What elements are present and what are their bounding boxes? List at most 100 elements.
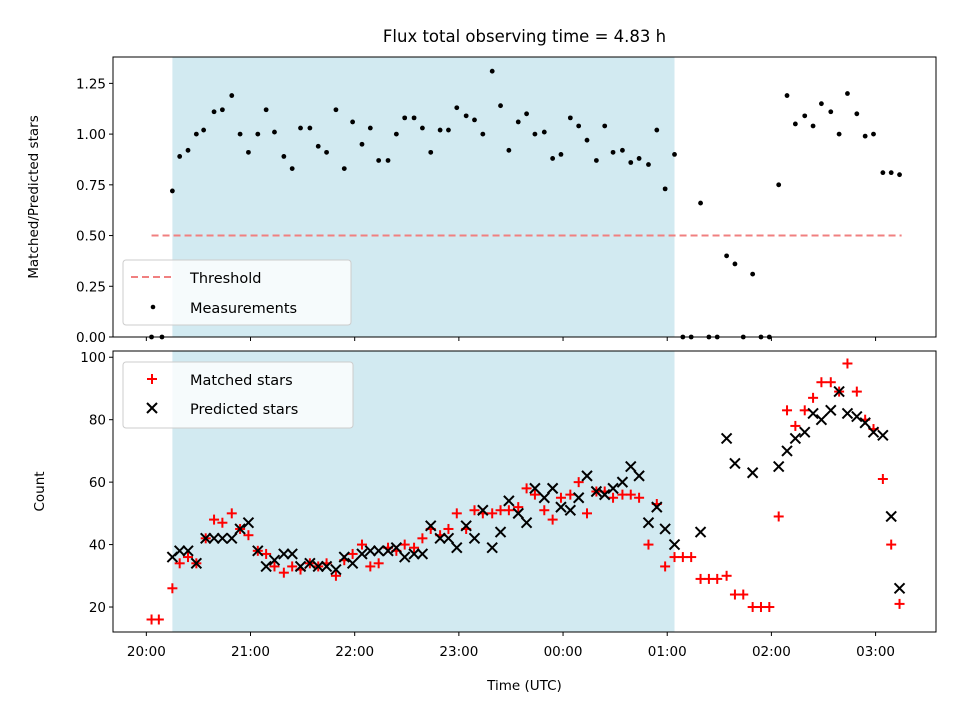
measurement-points: [149, 68, 902, 340]
cross-b: [286, 548, 298, 560]
measurement-point: [420, 125, 425, 131]
cross-b: [260, 560, 272, 573]
matched-star-point: [686, 552, 697, 563]
cross-b: [234, 523, 246, 535]
measurement-point: [177, 154, 183, 159]
measurement-point: [593, 158, 599, 163]
matched-star-point: [825, 377, 836, 388]
cross-b: [859, 417, 871, 429]
matched-star-point: [243, 530, 254, 541]
cross-b: [242, 517, 255, 529]
x-tick-label: 23:00: [439, 644, 478, 660]
predicted-legend-swatch: [146, 402, 158, 414]
matched-star-point: [729, 589, 740, 600]
measurement-point: [472, 117, 477, 123]
matched-star-point: [373, 558, 384, 569]
matched-star-point: [695, 573, 706, 584]
matched-star-point: [677, 552, 688, 563]
measurement-point: [792, 121, 798, 127]
measurement-point: [272, 129, 277, 135]
cross-b: [781, 445, 793, 457]
cross-b: [182, 545, 194, 557]
measurement-point: [454, 105, 460, 111]
predicted-star-point: [434, 532, 446, 545]
matched-star-point: [703, 573, 714, 584]
predicted-star-point: [529, 482, 541, 495]
measurement-point: [724, 253, 730, 259]
x-tick-label: 00:00: [544, 644, 583, 660]
cross-b: [633, 470, 645, 482]
measurement-point: [480, 131, 486, 137]
cross-b: [720, 432, 733, 445]
matched-star-point: [226, 508, 237, 519]
measurement-point: [255, 131, 261, 137]
x-axis-label: Time (UTC): [486, 678, 562, 694]
predicted-star-point: [555, 501, 567, 513]
measurement-point: [193, 131, 199, 137]
matched-star-point: [582, 508, 593, 519]
matched-star-point: [174, 558, 185, 569]
cross-b: [434, 532, 446, 545]
measurement-point: [350, 119, 356, 125]
cross-b: [607, 482, 619, 495]
matched-star-point: [886, 539, 897, 550]
measurement-point: [888, 170, 894, 176]
cross-b: [173, 545, 186, 557]
count-panel: 20 40 60 80 100 20:00 21:00 22:00 23:00 00:00 01:…: [32, 350, 937, 694]
matched-star-point: [399, 539, 410, 550]
matched-star-point: [764, 602, 775, 613]
x-tick-label: 01:00: [648, 644, 687, 660]
measurement-point: [819, 101, 824, 107]
measurement-point: [802, 113, 808, 119]
y-tick-label: 0.75: [76, 178, 106, 194]
threshold-legend-label: Threshold: [189, 271, 261, 287]
measurement-point: [567, 115, 573, 121]
matched-star-point: [513, 502, 524, 513]
measurement-point: [411, 115, 417, 121]
predicted-star-point: [885, 510, 897, 523]
predicted-star-point: [260, 560, 272, 573]
cross-b: [398, 551, 411, 563]
measurement-point: [828, 109, 834, 115]
cross-b: [851, 410, 863, 423]
cross-b: [146, 402, 158, 414]
y-tick-label: 40: [89, 538, 106, 554]
predicted-star-point: [546, 482, 559, 495]
predicted-star-point: [226, 532, 238, 545]
ratio-legend-box: [122, 259, 352, 326]
measurement-point: [246, 149, 251, 155]
predicted-star-point: [772, 460, 785, 473]
measurement-point: [620, 147, 625, 153]
predicted-star-point: [278, 548, 290, 560]
measurement-point: [446, 127, 451, 133]
predicted-star-point: [564, 504, 577, 516]
predicted-star-point: [668, 538, 681, 551]
predicted-star-point: [841, 407, 854, 420]
cross-b: [330, 563, 342, 576]
matched-star-point: [643, 539, 654, 550]
matched-star-point: [278, 567, 289, 578]
predicted-star-point: [460, 520, 472, 532]
predicted-star-point: [216, 532, 229, 545]
predicted-star-point: [408, 548, 420, 560]
measurement-point: [515, 119, 521, 125]
measurement-point: [359, 141, 365, 147]
cross-b: [642, 517, 655, 529]
cross-b: [200, 532, 212, 545]
measurement-point: [428, 149, 434, 155]
cross-b: [486, 541, 498, 554]
measurement-point: [636, 156, 642, 161]
matched-star-point: [808, 392, 819, 403]
measurement-point: [602, 123, 608, 129]
predicted-star-point: [625, 460, 637, 473]
cross-b: [893, 582, 906, 594]
count-y-axis-label: Count: [32, 471, 48, 511]
measurement-point: [324, 149, 329, 155]
cross-b: [841, 407, 854, 420]
cross-b: [825, 404, 837, 417]
matched-star-point: [790, 420, 801, 431]
matched-star-point: [261, 548, 272, 559]
predicted-star-point: [234, 523, 246, 535]
predicted-legend-label: Predicted stars: [190, 402, 298, 418]
cross-b: [190, 557, 203, 570]
